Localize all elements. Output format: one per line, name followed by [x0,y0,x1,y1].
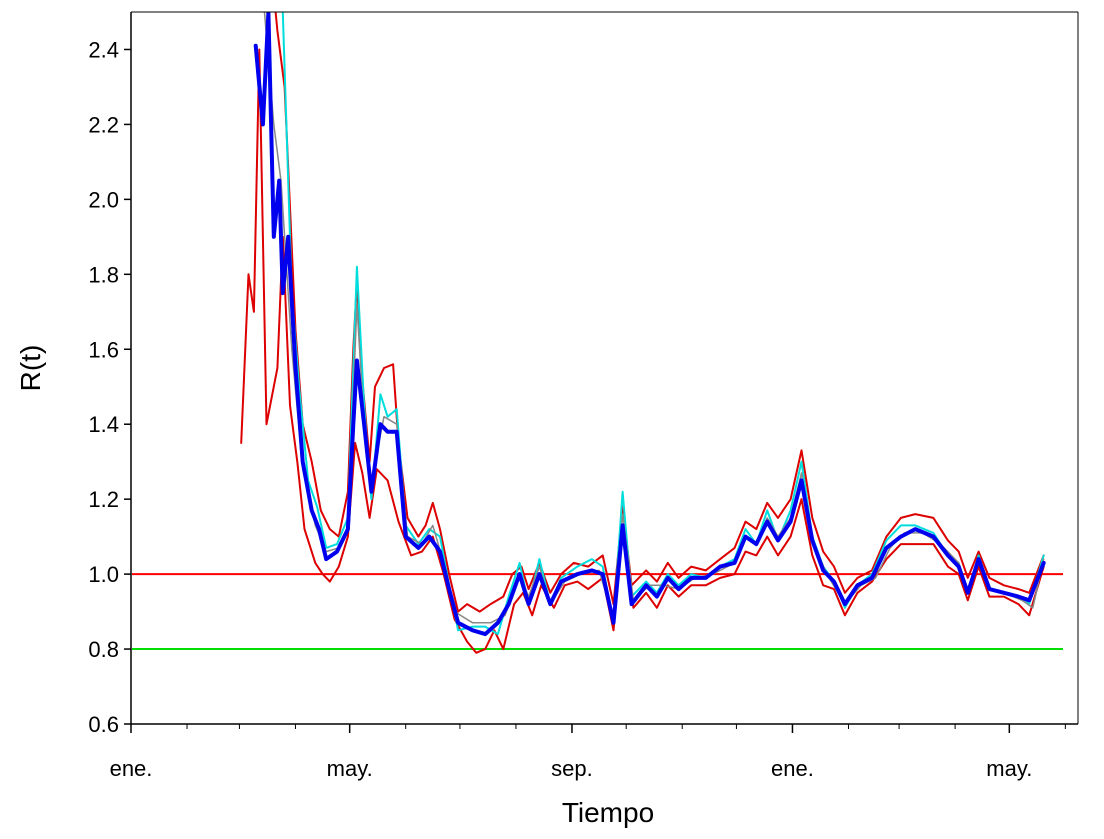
y-tick-label: 1.4 [88,412,119,437]
y-tick-label: 1.8 [88,262,119,287]
y-tick-label: 1.6 [88,337,119,362]
series-line-estimate-blue [253,12,1046,637]
y-tick-label: 0.6 [88,712,119,737]
y-axis-title: R(t) [15,345,46,392]
y-tick-label: 0.8 [88,637,119,662]
x-tick-label: may. [327,756,373,781]
y-tick-label: 1.0 [88,562,119,587]
y-tick-label: 2.2 [88,112,119,137]
y-tick-label: 2.4 [88,37,119,62]
y-tick-label: 2.0 [88,187,119,212]
series-line-upper-bound [274,12,1045,613]
x-tick-label: may. [986,756,1032,781]
x-tick-label: sep. [551,756,593,781]
x-axis-title: Tiempo [562,797,654,828]
series-layer [240,12,1046,654]
x-tick-label: ene. [110,756,153,781]
reference-lines [132,573,1063,651]
series-line-estimate-cyan [281,12,1045,636]
x-tick-label: ene. [771,756,814,781]
axes: 0.6 0.8 1.0 1.2 1.4 1.6 1.8 2.0 2.2 2.4 ene. may. se… [88,11,1079,781]
y-tick-label: 1.2 [88,487,119,512]
